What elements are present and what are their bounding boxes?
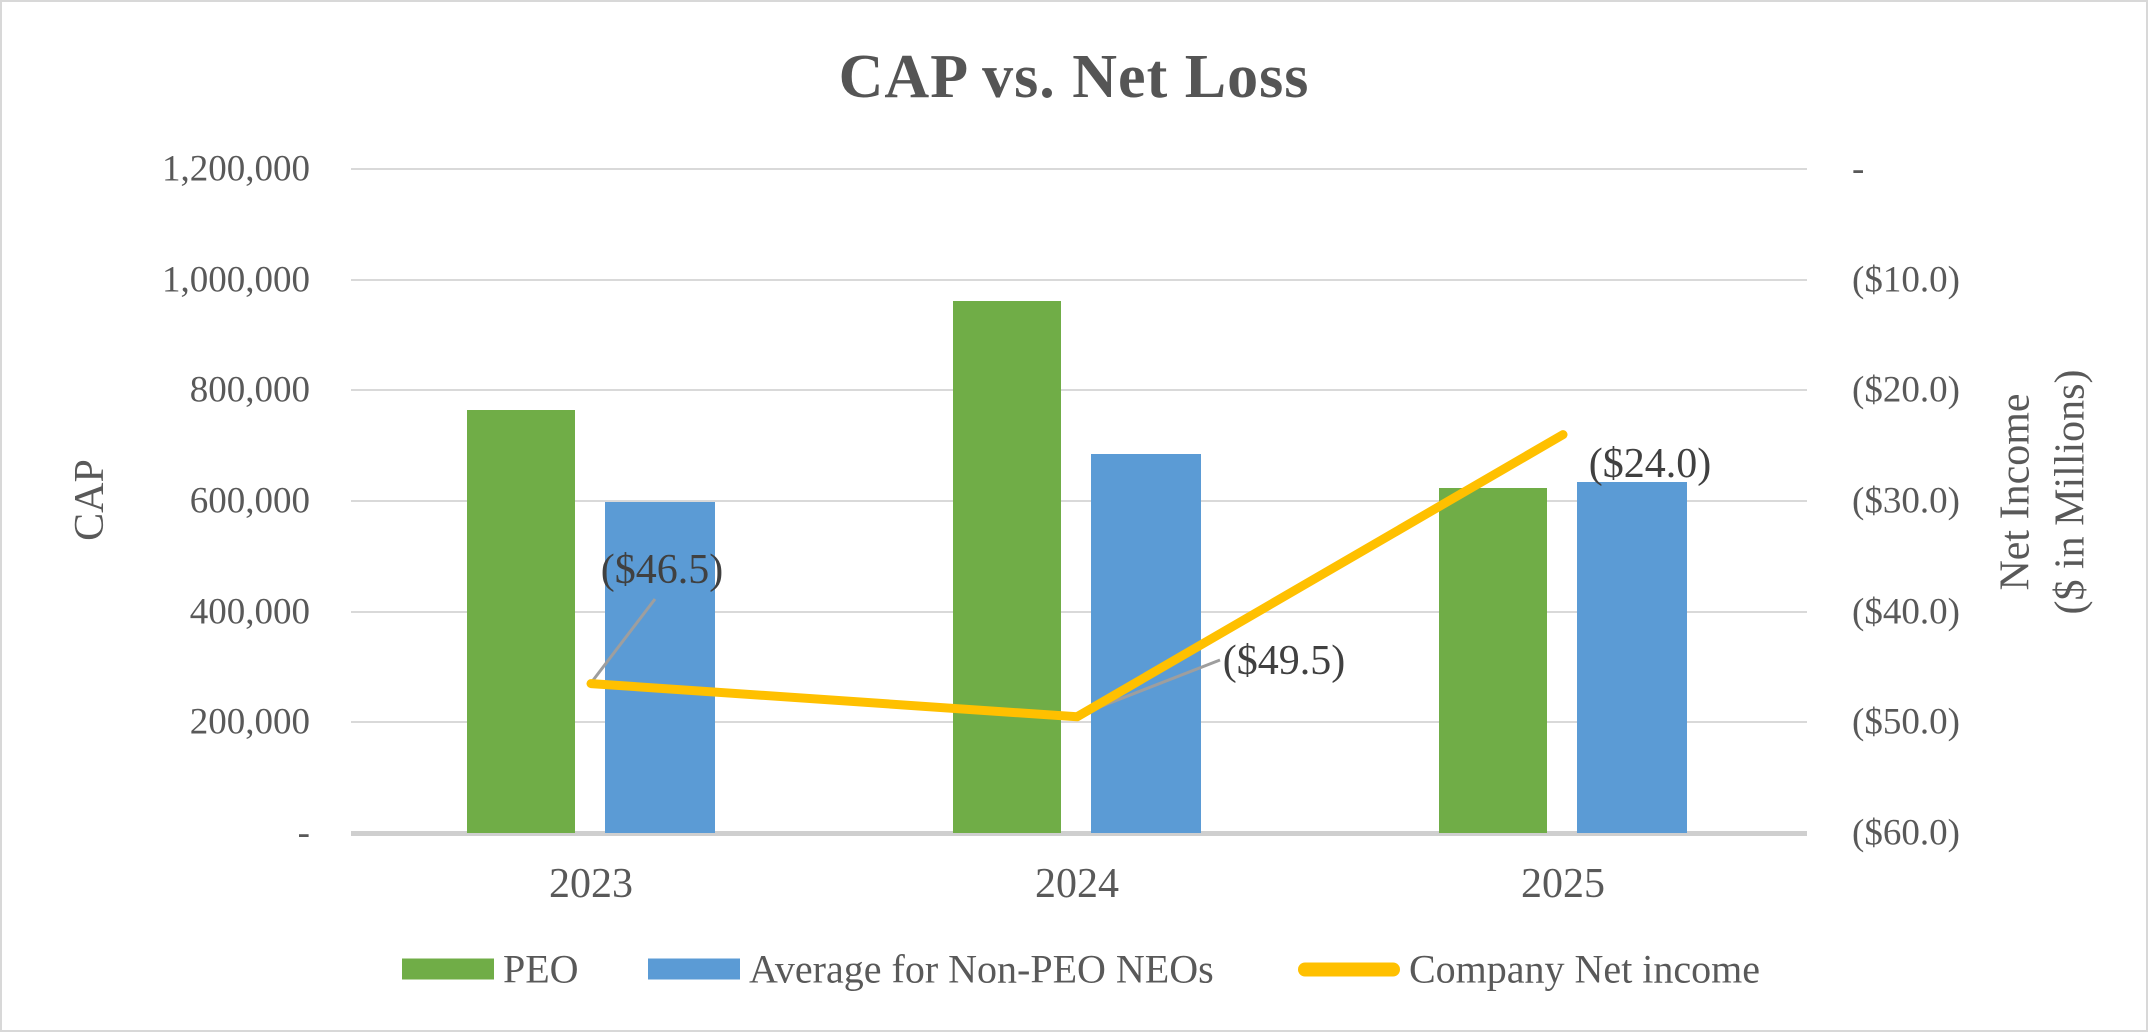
bar-peo-2024 <box>953 300 1061 833</box>
gridline <box>351 168 1807 170</box>
legend-label-non-peo-neos: Average for Non-PEO NEOs <box>749 946 1214 992</box>
net-income-data-label: ($46.5) <box>600 547 724 593</box>
bar-non-peo-neos-2024 <box>1091 453 1201 833</box>
x-axis-label-2023: 2023 <box>549 861 633 907</box>
gridline <box>351 278 1807 281</box>
legend-label-peo: PEO <box>503 946 579 992</box>
bar-non-peo-neos-2025 <box>1577 482 1687 833</box>
net-income-data-label: ($49.5) <box>1222 638 1346 684</box>
left-axis-tick: - <box>297 812 310 854</box>
x-axis-line <box>351 831 1807 836</box>
legend-label-company-net-income: Company Net income <box>1409 946 1761 992</box>
chart-title: CAP vs. Net Loss <box>838 43 1310 111</box>
left-axis-tick: 200,000 <box>189 701 310 743</box>
bar-peo-2023 <box>467 410 575 833</box>
legend-item-non-peo-neos: Average for Non-PEO NEOs <box>648 946 1214 993</box>
bar-peo-2025 <box>1439 488 1547 833</box>
right-axis-tick: ($20.0) <box>1852 369 1960 411</box>
company-net-income-legend-swatch <box>1298 962 1400 976</box>
net-income-data-label: ($24.0) <box>1588 441 1712 487</box>
right-axis-tick: ($30.0) <box>1852 480 1960 522</box>
right-axis-tick: ($60.0) <box>1852 812 1960 854</box>
gridline <box>351 721 1807 724</box>
x-axis-label-2025: 2025 <box>1521 861 1605 907</box>
left-axis-tick: 800,000 <box>189 369 310 411</box>
legend-item-company-net-income: Company Net income <box>1298 946 1760 993</box>
left-axis-tick: 1,000,000 <box>162 259 310 301</box>
x-axis-label-2024: 2024 <box>1035 861 1119 907</box>
left-axis-tick: 600,000 <box>189 480 310 522</box>
gridline <box>351 389 1807 392</box>
non-peo-neos-legend-swatch <box>648 958 740 980</box>
left-axis-tick: 1,200,000 <box>162 148 310 190</box>
legend-item-peo: PEO <box>402 946 579 993</box>
peo-legend-swatch <box>402 958 494 980</box>
right-axis-tick: ($40.0) <box>1852 591 1960 633</box>
right-axis-tick: - <box>1852 148 1865 190</box>
right-axis-tick: ($10.0) <box>1852 259 1960 301</box>
left-axis-tick: 400,000 <box>189 591 310 633</box>
right-axis-tick: ($50.0) <box>1852 701 1960 743</box>
